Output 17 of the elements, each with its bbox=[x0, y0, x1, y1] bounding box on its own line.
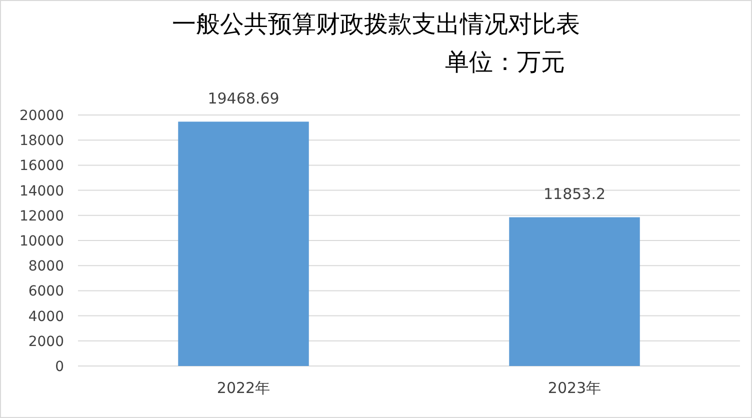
y-tick-label: 6000 bbox=[28, 284, 64, 300]
y-tick-label: 10000 bbox=[19, 234, 64, 250]
y-tick-label: 18000 bbox=[19, 133, 64, 150]
y-tick-label: 4000 bbox=[28, 308, 64, 325]
x-tick-label: 2022年 bbox=[216, 379, 270, 397]
y-tick-label: 14000 bbox=[19, 183, 64, 200]
data-label: 11853.2 bbox=[543, 185, 606, 204]
chart-title: 一般公共预算财政拨款支出情况对比表 bbox=[172, 10, 580, 38]
x-tick-label: 2023年 bbox=[548, 379, 602, 397]
y-tick-label: 8000 bbox=[28, 258, 64, 275]
y-tick-label: 16000 bbox=[19, 158, 64, 174]
data-label: 19468.69 bbox=[208, 90, 280, 108]
y-tick-label: 0 bbox=[55, 359, 64, 375]
y-tick-label: 2000 bbox=[28, 334, 64, 350]
chart-subtitle: 单位：万元 bbox=[445, 48, 565, 76]
y-tick-label: 12000 bbox=[19, 208, 64, 224]
y-tick-label: 20000 bbox=[19, 108, 64, 124]
